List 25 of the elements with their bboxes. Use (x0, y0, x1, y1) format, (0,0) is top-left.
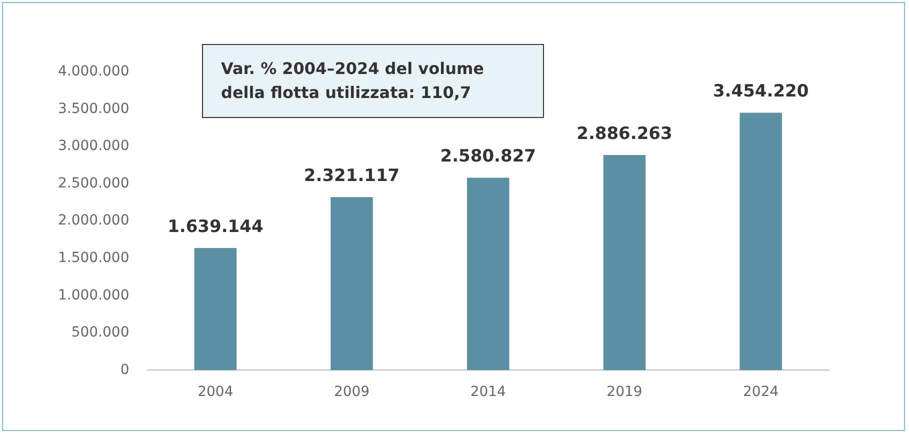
note-box: Var. % 2004–2024 del volume della flotta utilizzata: 110,7 (202, 44, 544, 118)
y-tick-label: 500.000 (71, 324, 130, 341)
bar (194, 248, 237, 370)
x-tick-label: 2024 (743, 384, 779, 400)
y-tick-label: 3.000.000 (58, 138, 130, 154)
x-tick-label: 2014 (470, 384, 506, 400)
y-tick-label: 2.500.000 (58, 175, 130, 192)
bar (466, 178, 510, 370)
y-tick-label: 4.000.000 (58, 64, 130, 80)
data-label: 3.454.220 (712, 82, 809, 102)
data-label: 2.321.117 (304, 166, 400, 186)
bar (603, 155, 646, 370)
data-label: 1.639.144 (168, 216, 264, 237)
x-tick-label: 2004 (198, 384, 234, 400)
x-tick-label: 2009 (334, 384, 370, 400)
y-tick-label: 2.000.000 (58, 212, 130, 229)
bar (740, 112, 782, 370)
data-label: 2.886.263 (576, 124, 672, 144)
y-tick-label: 0 (120, 362, 130, 378)
y-tick-label: 1.500.000 (58, 250, 130, 266)
bar (330, 197, 373, 370)
y-tick-label: 3.500.000 (58, 100, 130, 117)
x-tick-label: 2019 (606, 384, 642, 400)
y-tick-label: 1.000.000 (58, 287, 130, 304)
data-label: 2.580.827 (440, 146, 536, 167)
